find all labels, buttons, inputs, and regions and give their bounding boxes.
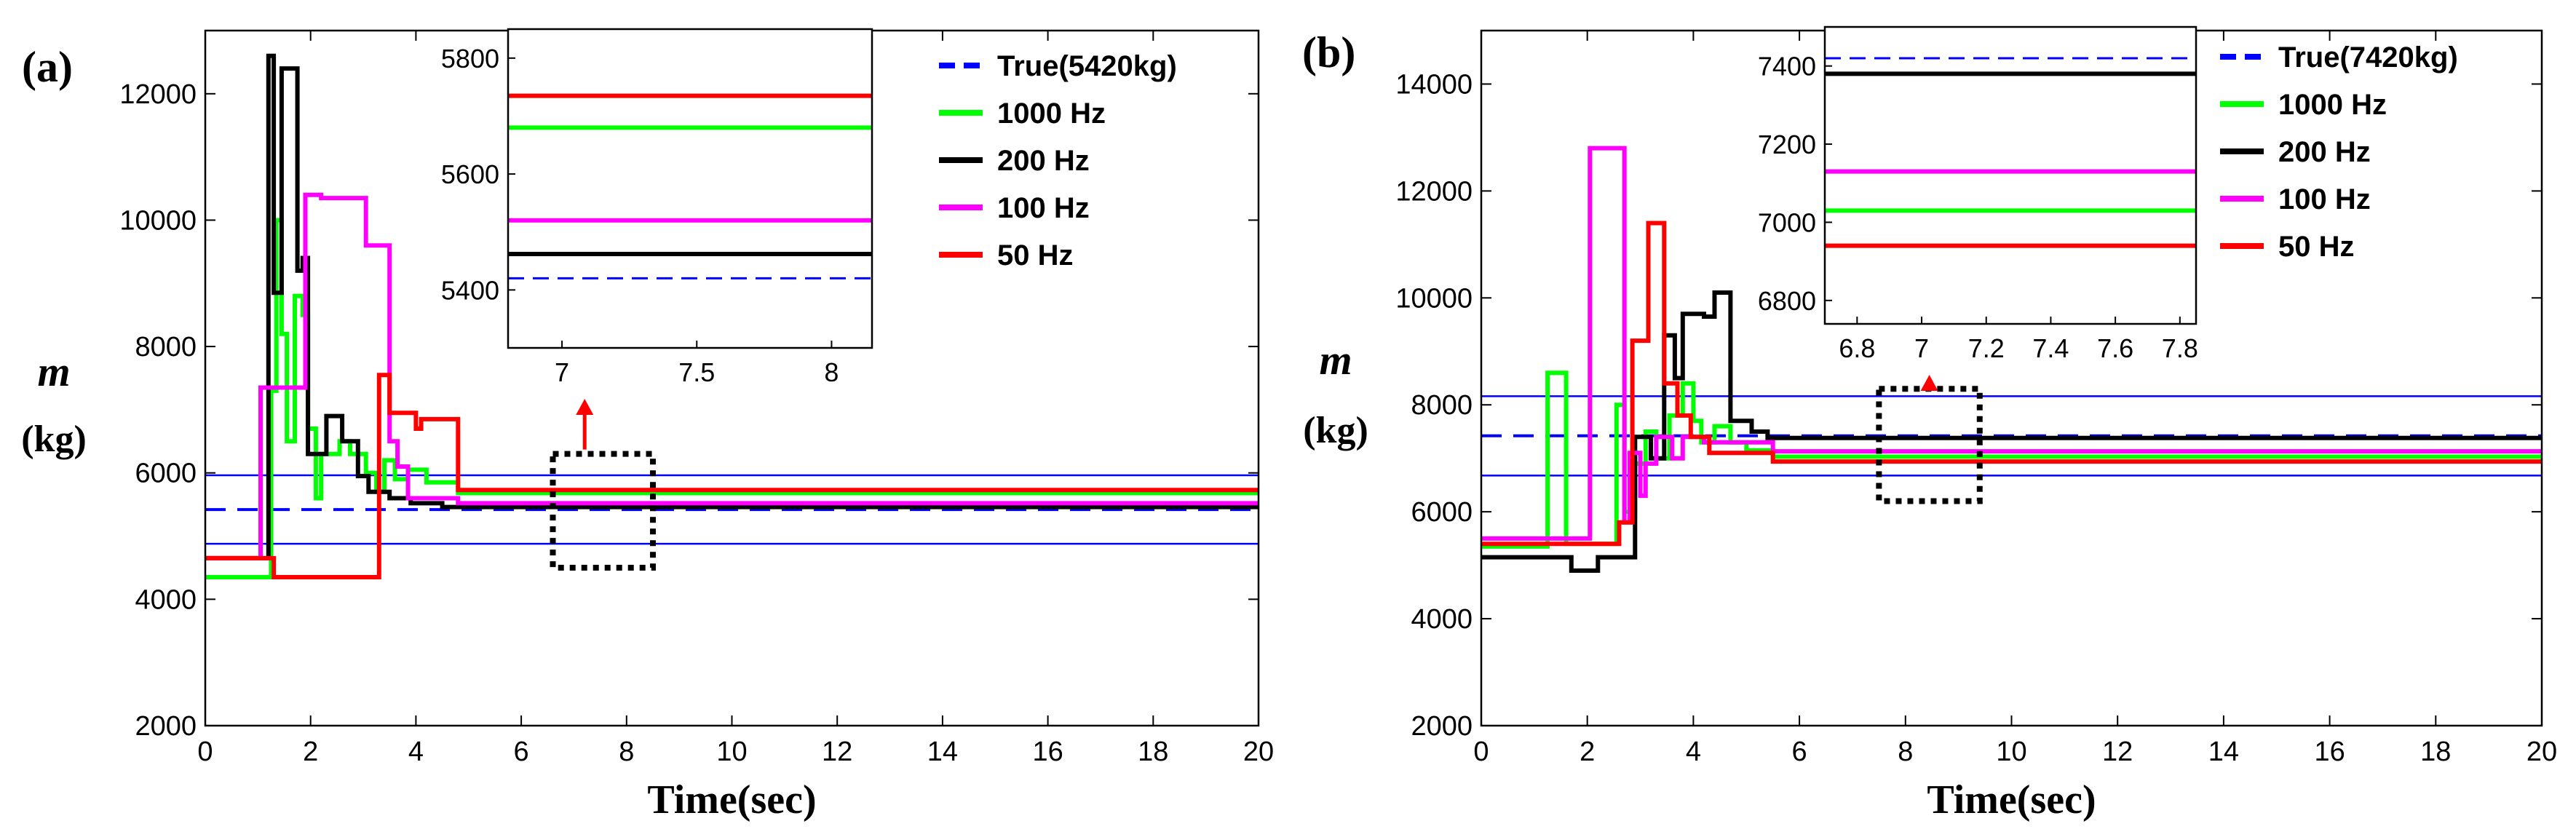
inset-x-tick-label: 7.4 xyxy=(2032,333,2069,363)
x-tick-label: 6 xyxy=(1792,737,1807,767)
x-tick-label: 0 xyxy=(1473,737,1489,767)
y-tick-label: 6000 xyxy=(1411,497,1473,528)
x-tick-label: 8 xyxy=(1898,737,1913,767)
y-axis-unit: (kg) xyxy=(21,418,87,460)
inset-x-tick-label: 7 xyxy=(1914,333,1929,363)
y-tick-label: 14000 xyxy=(1395,69,1473,100)
y-tick-label: 2000 xyxy=(1411,711,1473,742)
inset-background xyxy=(1825,27,2196,324)
zoom-arrow-head xyxy=(1920,375,1938,391)
legend-label: 100 Hz xyxy=(997,192,1090,224)
x-tick-label: 10 xyxy=(716,737,747,767)
y-axis-unit: (kg) xyxy=(1303,410,1368,451)
y-axis-symbol: m xyxy=(37,348,70,395)
inset-plot: 6.8 7 7.2 7.4 7.6 7.8 6800 7000 7200 7400 xyxy=(1758,25,2198,363)
inset-x-tick-label: 7.8 xyxy=(2162,333,2198,363)
zoom-box xyxy=(550,451,656,571)
y-tick-label: 12000 xyxy=(119,79,197,110)
legend: True(5420kg) 1000 Hz 200 Hz 100 Hz 50 Hz xyxy=(939,50,1177,271)
panel-b: 0 2 4 6 8 10 12 14 16 18 20 2000 4000 6000 8000 10000 12… xyxy=(1302,25,2557,822)
x-axis-label: Time(sec) xyxy=(1927,777,2096,822)
inset-frame xyxy=(1823,25,2197,325)
x-tick-label: 18 xyxy=(2420,737,2451,767)
series-line-50-hz xyxy=(205,373,1259,579)
inset-x-tick-label: 7.2 xyxy=(1968,333,2005,363)
y-tick-label: 12000 xyxy=(1395,176,1473,207)
y-tick-label: 6000 xyxy=(135,459,197,489)
legend-label: 100 Hz xyxy=(2278,183,2371,215)
inset-frame xyxy=(507,28,873,349)
legend-label: 50 Hz xyxy=(2278,231,2355,263)
inset-y-tick-label: 5800 xyxy=(441,44,499,74)
inset-plot: 7 7.5 8 5400 5600 5800 xyxy=(441,28,873,387)
x-tick-label: 4 xyxy=(408,737,424,767)
zoom-arrow-head xyxy=(576,399,594,415)
panel-label: (b) xyxy=(1302,28,1355,76)
inset-y-tick-label: 6800 xyxy=(1758,286,1816,316)
inset-y-tick-label: 5600 xyxy=(441,159,499,189)
inset-y-tick-label: 7200 xyxy=(1758,130,1816,159)
inset-x-tick-label: 7 xyxy=(555,357,569,387)
x-tick-label: 10 xyxy=(1996,737,2026,767)
x-tick-label: 16 xyxy=(1032,737,1063,767)
inset-x-tick-label: 8 xyxy=(824,357,839,387)
x-tick-label: 18 xyxy=(1138,737,1168,767)
x-tick-label: 0 xyxy=(197,737,213,767)
panel-label: (a) xyxy=(22,43,73,91)
y-tick-label: 4000 xyxy=(135,584,197,615)
x-tick-label: 2 xyxy=(1580,737,1595,767)
x-tick-label: 6 xyxy=(514,737,529,767)
legend-label: 200 Hz xyxy=(997,145,1090,177)
inset-background xyxy=(508,29,872,348)
x-tick-label: 2 xyxy=(303,737,318,767)
legend-label: 50 Hz xyxy=(997,239,1074,271)
legend-label: True(5420kg) xyxy=(997,50,1177,82)
legend-label: True(7420kg) xyxy=(2278,41,2458,74)
legend-label: 1000 Hz xyxy=(2278,89,2387,121)
legend-label: 1000 Hz xyxy=(997,98,1106,130)
inset-y-tick-label: 7400 xyxy=(1758,52,1816,82)
series-line-100-hz xyxy=(1481,146,2542,541)
y-tick-label: 4000 xyxy=(1411,604,1473,635)
series-line-100-hz xyxy=(205,192,1259,560)
x-tick-label: 20 xyxy=(2527,737,2557,767)
x-tick-label: 4 xyxy=(1686,737,1701,767)
series-line-200-hz xyxy=(1481,290,2542,573)
x-tick-label: 12 xyxy=(822,737,852,767)
panel-a: 0 2 4 6 8 10 12 14 16 18 20 2000 4000 6000 8000 10000 12… xyxy=(21,28,1274,822)
y-tick-label: 10000 xyxy=(1395,283,1473,314)
legend-label: 200 Hz xyxy=(2278,136,2371,168)
zoom-box xyxy=(1876,386,1983,504)
legend: True(7420kg) 1000 Hz 200 Hz 100 Hz 50 Hz xyxy=(2220,41,2458,263)
inset-y-tick-label: 5400 xyxy=(441,275,499,305)
inset-x-tick-label: 7.6 xyxy=(2097,333,2133,363)
y-axis-symbol: m xyxy=(1319,336,1352,384)
x-tick-label: 14 xyxy=(927,737,958,767)
y-tick-label: 10000 xyxy=(119,205,197,236)
y-tick-label: 2000 xyxy=(135,711,197,742)
series-line-50-hz xyxy=(1481,221,2542,547)
y-tick-label: 8000 xyxy=(135,332,197,362)
x-tick-label: 14 xyxy=(2208,737,2239,767)
x-axis-label: Time(sec) xyxy=(647,777,816,822)
inset-x-tick-label: 7.5 xyxy=(678,357,715,387)
x-tick-label: 8 xyxy=(619,737,634,767)
x-tick-label: 20 xyxy=(1243,737,1274,767)
x-tick-label: 12 xyxy=(2102,737,2133,767)
inset-y-tick-label: 7000 xyxy=(1758,207,1816,237)
x-tick-label: 16 xyxy=(2314,737,2345,767)
inset-x-tick-label: 6.8 xyxy=(1839,333,1875,363)
y-tick-label: 8000 xyxy=(1411,390,1473,421)
